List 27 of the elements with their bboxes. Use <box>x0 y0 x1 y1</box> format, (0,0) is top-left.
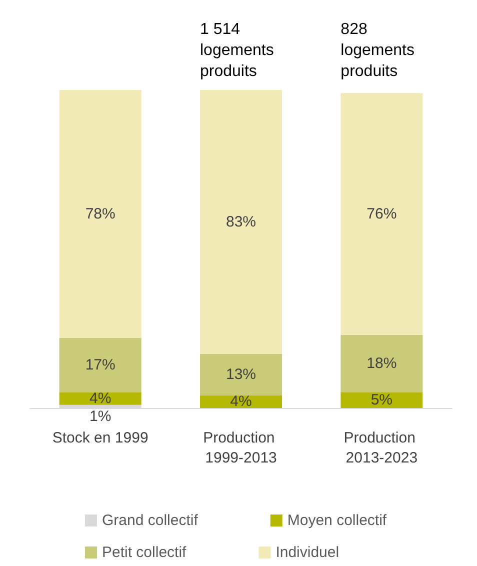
annotation: 1 514 logements produits <box>200 21 278 80</box>
legend-label: Grand collectif <box>102 512 210 529</box>
data-label: 76% <box>366 206 397 223</box>
data-label: 78% <box>85 206 116 223</box>
data-label: 5% <box>370 392 393 409</box>
data-label: 4% <box>89 390 112 407</box>
x-tick-label: Production 1999-2013 <box>203 430 279 466</box>
bar <box>59 90 142 338</box>
data-label: 13% <box>226 366 256 384</box>
data-label: 4% <box>230 393 252 410</box>
legend-label: Individuel <box>276 544 372 561</box>
bar <box>200 90 282 354</box>
data-label: 83% <box>226 213 256 230</box>
data-label: 18% <box>366 354 397 372</box>
x-tick-label: Production 2013-2023 <box>344 430 420 466</box>
bar <box>200 354 282 396</box>
bar <box>59 338 142 392</box>
data-label: 17% <box>85 356 116 374</box>
bar <box>340 392 423 408</box>
legend-label: Petit collectif <box>102 544 199 561</box>
bar <box>340 93 423 335</box>
bar <box>59 392 142 405</box>
x-tick-label: Stock en 1999 <box>52 430 148 446</box>
data-label: 1% <box>89 408 112 425</box>
bar <box>340 334 423 392</box>
annotation: 828 logements produits <box>340 21 419 80</box>
legend-label: Moyen collectif <box>287 512 400 529</box>
